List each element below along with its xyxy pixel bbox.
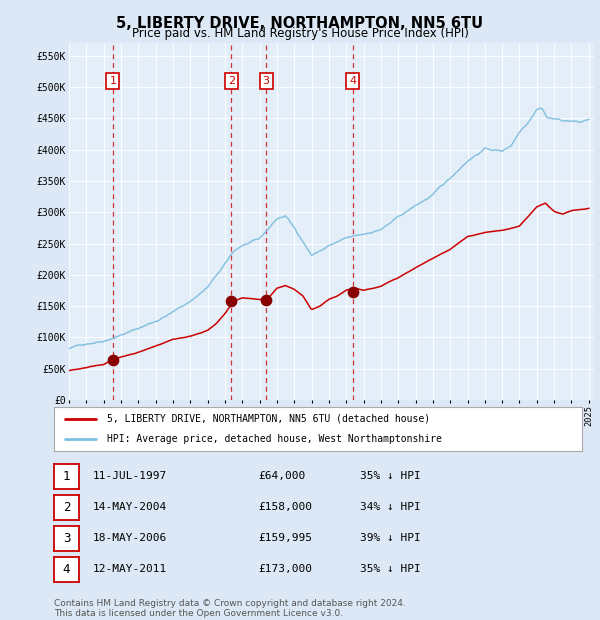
- Point: [348, 286, 358, 296]
- Point: [108, 355, 118, 365]
- Text: Price paid vs. HM Land Registry's House Price Index (HPI): Price paid vs. HM Land Registry's House …: [131, 27, 469, 40]
- Text: 2: 2: [228, 76, 235, 86]
- Text: 3: 3: [263, 76, 269, 86]
- Point: [262, 295, 271, 305]
- Text: 5, LIBERTY DRIVE, NORTHAMPTON, NN5 6TU (detached house): 5, LIBERTY DRIVE, NORTHAMPTON, NN5 6TU (…: [107, 414, 430, 424]
- Text: 1: 1: [109, 76, 116, 86]
- Text: £64,000: £64,000: [258, 471, 305, 480]
- Text: 3: 3: [63, 532, 70, 544]
- Text: 11-JUL-1997: 11-JUL-1997: [93, 471, 167, 480]
- Point: [227, 296, 236, 306]
- Text: £159,995: £159,995: [258, 533, 312, 542]
- Text: 2: 2: [63, 501, 70, 513]
- Text: 39% ↓ HPI: 39% ↓ HPI: [360, 533, 421, 542]
- Text: 35% ↓ HPI: 35% ↓ HPI: [360, 564, 421, 574]
- Text: 34% ↓ HPI: 34% ↓ HPI: [360, 502, 421, 512]
- Text: 4: 4: [63, 563, 70, 575]
- Text: 12-MAY-2011: 12-MAY-2011: [93, 564, 167, 574]
- Text: HPI: Average price, detached house, West Northamptonshire: HPI: Average price, detached house, West…: [107, 434, 442, 445]
- Text: £158,000: £158,000: [258, 502, 312, 512]
- Text: 18-MAY-2006: 18-MAY-2006: [93, 533, 167, 542]
- Text: 35% ↓ HPI: 35% ↓ HPI: [360, 471, 421, 480]
- Text: 4: 4: [349, 76, 356, 86]
- Text: 5, LIBERTY DRIVE, NORTHAMPTON, NN5 6TU: 5, LIBERTY DRIVE, NORTHAMPTON, NN5 6TU: [116, 16, 484, 30]
- Text: 1: 1: [63, 470, 70, 482]
- Text: 14-MAY-2004: 14-MAY-2004: [93, 502, 167, 512]
- Text: £173,000: £173,000: [258, 564, 312, 574]
- Text: Contains HM Land Registry data © Crown copyright and database right 2024.
This d: Contains HM Land Registry data © Crown c…: [54, 599, 406, 618]
